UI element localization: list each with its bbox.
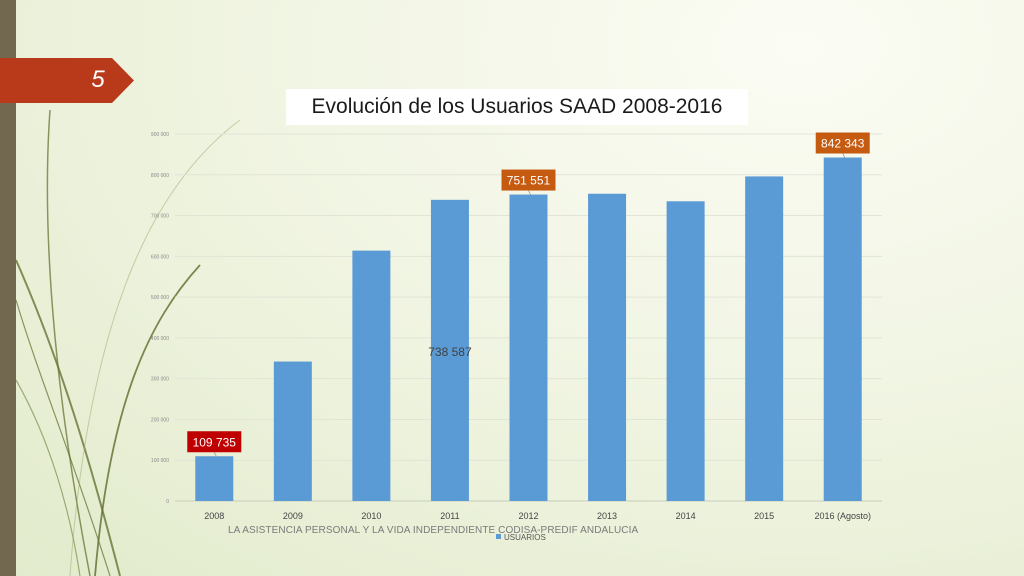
- x-tick-label: 2013: [597, 511, 617, 521]
- y-tick-label: 300 000: [151, 377, 169, 383]
- chart-title-background: [286, 89, 748, 125]
- y-tick-label: 600 000: [151, 254, 169, 260]
- bar: [273, 361, 312, 501]
- x-tick-label: 2014: [676, 511, 696, 521]
- x-tick-label: 2012: [518, 511, 538, 521]
- slide-number: 5: [91, 66, 105, 93]
- x-tick-label: 2015: [754, 511, 774, 521]
- chart-title: Evolución de los Usuarios SAAD 2008-2016: [311, 95, 723, 118]
- bar: [195, 456, 234, 501]
- bar: [745, 176, 784, 502]
- y-tick-label: 0: [166, 499, 169, 505]
- bar: [352, 250, 391, 501]
- slide-footer: LA ASISTENCIA PERSONAL Y LA VIDA INDEPEN…: [228, 525, 639, 536]
- y-tick-label: 100 000: [151, 458, 169, 464]
- data-label-leader: [528, 190, 531, 195]
- y-tick-label: 200 000: [151, 417, 169, 423]
- data-label: 738 587: [428, 345, 472, 359]
- x-tick-label: 2011: [440, 511, 459, 521]
- y-tick-label: 500 000: [151, 295, 169, 301]
- data-label-box: [187, 431, 242, 453]
- bar: [666, 201, 705, 502]
- data-label-box: [815, 132, 870, 154]
- decorative-curves: [15, 109, 241, 576]
- bar: [509, 194, 548, 501]
- x-tick-label: 2009: [283, 511, 303, 521]
- legend-swatch: [496, 534, 501, 539]
- data-label-leader: [213, 452, 217, 457]
- y-tick-label: 800 000: [151, 173, 169, 179]
- y-tick-label: 900 000: [151, 132, 169, 138]
- data-label-leader: [842, 153, 846, 158]
- bar: [823, 157, 862, 502]
- y-tick-label: 700 000: [151, 214, 169, 220]
- data-label-box: [501, 169, 556, 191]
- data-label: 751 551: [507, 174, 551, 188]
- data-label: 842 343: [821, 137, 865, 151]
- bar: [588, 193, 627, 501]
- x-tick-label: 2010: [361, 511, 381, 521]
- slide-number-tab: [0, 58, 134, 103]
- bar: [430, 199, 469, 502]
- left-accent-bar: [0, 0, 16, 576]
- data-label: 109 735: [193, 435, 237, 449]
- x-tick-label: 2016 (Agosto): [814, 511, 871, 521]
- x-tick-label: 2008: [204, 511, 224, 521]
- y-tick-label: 400 000: [151, 336, 169, 342]
- legend-label: USUARIOS: [504, 533, 546, 542]
